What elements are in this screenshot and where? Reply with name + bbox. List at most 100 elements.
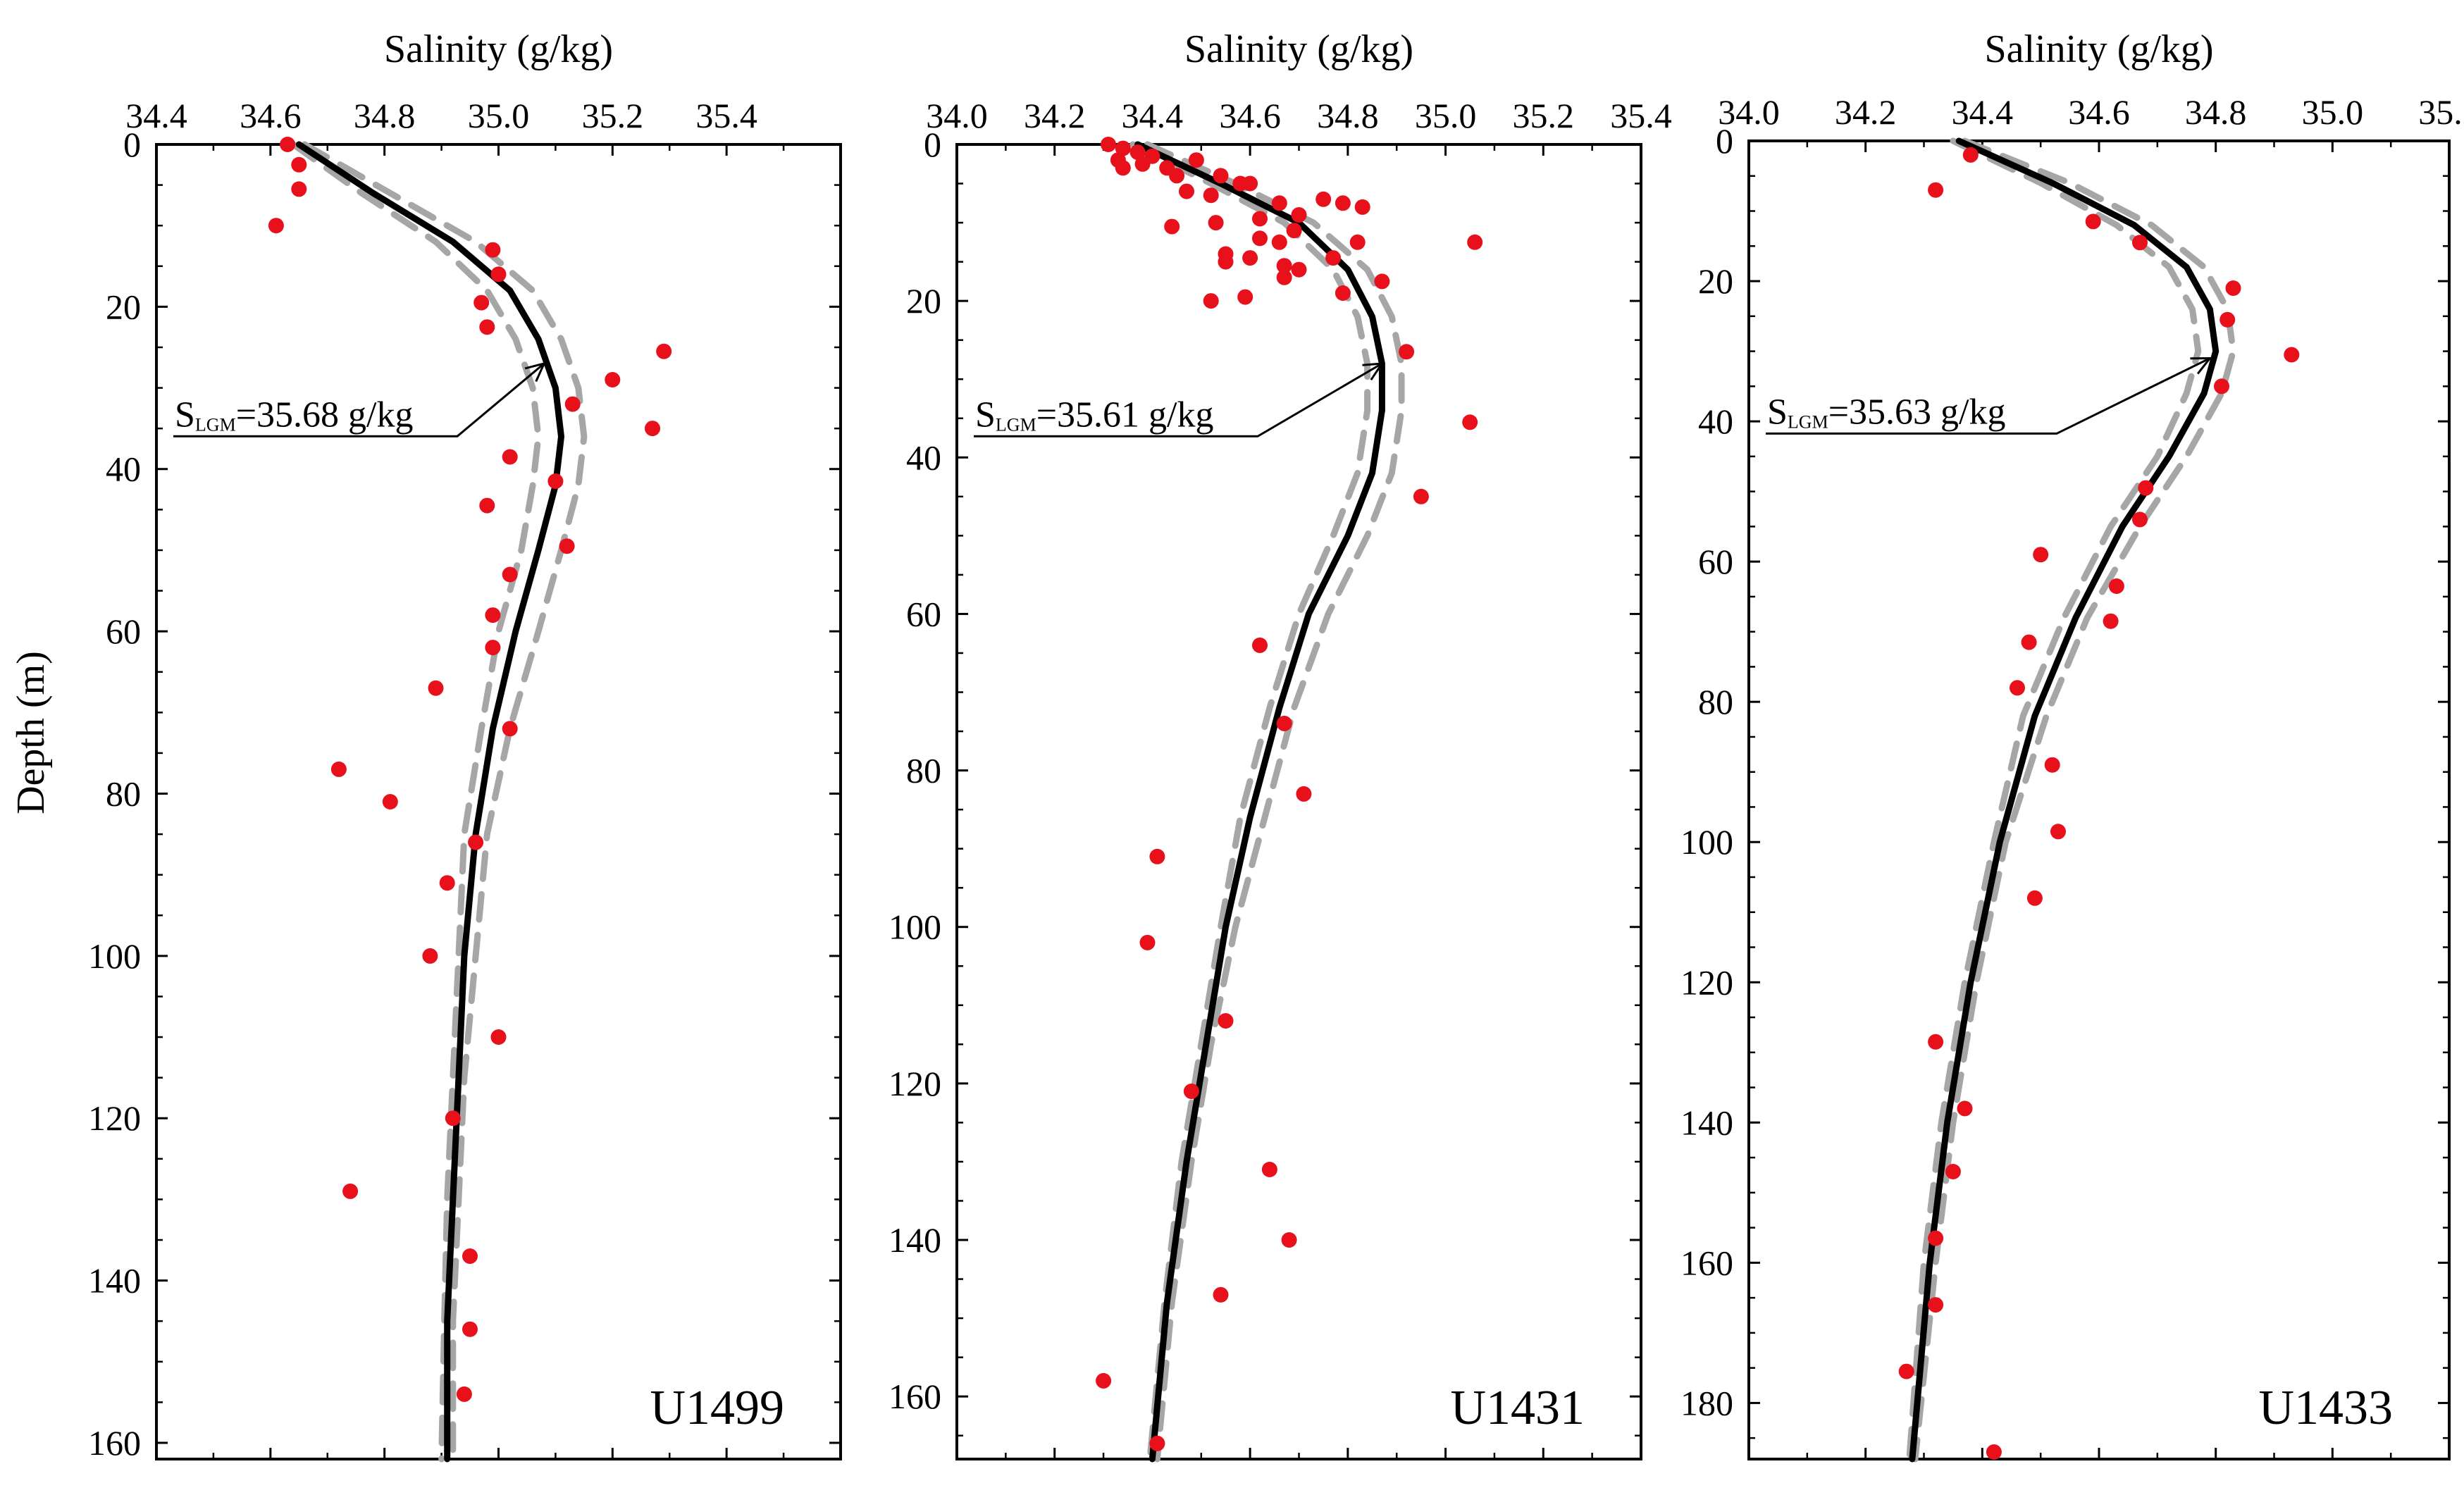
slgm-value: =35.68 g/kg bbox=[236, 395, 414, 435]
x-tick-label: 35.4 bbox=[695, 96, 757, 135]
data-point bbox=[1354, 199, 1370, 215]
data-point bbox=[2044, 757, 2060, 773]
data-point bbox=[1928, 182, 1944, 198]
y-tick-label: 100 bbox=[1680, 822, 1733, 862]
y-tick-label: 80 bbox=[1698, 682, 1733, 721]
slgm-value: =35.61 g/kg bbox=[1036, 395, 1214, 435]
data-point bbox=[1413, 488, 1429, 504]
data-point bbox=[490, 1029, 507, 1045]
data-point bbox=[2010, 680, 2025, 696]
data-point bbox=[2085, 213, 2101, 230]
data-point bbox=[1213, 168, 1229, 184]
x-tick-label: 35.0 bbox=[2302, 92, 2364, 132]
data-point bbox=[485, 607, 501, 624]
data-point bbox=[1928, 1230, 1944, 1246]
y-tick-label: 20 bbox=[106, 287, 141, 326]
data-point bbox=[1203, 293, 1219, 309]
data-point bbox=[1349, 234, 1366, 250]
x-tick-label: 35.2 bbox=[2418, 92, 2464, 132]
data-point bbox=[473, 294, 490, 311]
data-point bbox=[1115, 160, 1131, 176]
annotation-arrow-head bbox=[1362, 362, 1385, 381]
data-point bbox=[1169, 168, 1185, 184]
data-point bbox=[547, 473, 564, 489]
x-tick-label: 34.4 bbox=[1952, 92, 2014, 132]
data-point bbox=[1281, 1232, 1297, 1248]
data-point bbox=[1276, 715, 1292, 731]
data-point bbox=[268, 218, 284, 234]
data-point bbox=[1149, 1435, 1165, 1451]
x-tick-label: 34.6 bbox=[1219, 96, 1281, 135]
slgm-prefix: S bbox=[1767, 392, 1788, 432]
panel-title: Salinity (g/kg) bbox=[384, 27, 613, 71]
y-tick-label: 100 bbox=[889, 907, 941, 947]
data-point bbox=[1325, 250, 1342, 266]
data-point bbox=[1962, 147, 1979, 163]
y-tick-label: 140 bbox=[1680, 1103, 1733, 1142]
data-point bbox=[1462, 414, 1478, 430]
data-point bbox=[1164, 218, 1180, 235]
data-point bbox=[1945, 1164, 1961, 1179]
y-tick-label: 60 bbox=[1698, 542, 1733, 581]
data-point bbox=[468, 834, 484, 850]
data-point bbox=[1179, 183, 1194, 199]
y-tick-label: 20 bbox=[1698, 261, 1733, 301]
annotation-arrow-head bbox=[524, 361, 546, 383]
data-point bbox=[2132, 235, 2148, 251]
plot-frame bbox=[955, 143, 1642, 1460]
x-tick-label: 34.2 bbox=[1835, 92, 1897, 132]
data-point bbox=[2284, 347, 2300, 363]
data-point bbox=[462, 1248, 478, 1264]
plot-frame bbox=[155, 143, 842, 1460]
x-tick-label: 35.2 bbox=[1513, 96, 1575, 135]
data-point bbox=[1276, 258, 1292, 274]
data-point bbox=[502, 449, 518, 465]
data-point bbox=[1261, 1162, 1277, 1177]
x-tick-label: 34.0 bbox=[1718, 92, 1780, 132]
data-point bbox=[1218, 1013, 1234, 1029]
panel-u1433: 34.0 34.2 34.4 34.6 34.8 35.0 35.2 0 20 40 60 80 100… bbox=[1680, 27, 2464, 1463]
y-tick-label: 40 bbox=[906, 438, 941, 477]
y-tick-label: 120 bbox=[1680, 962, 1733, 1002]
y-tick-label: 20 bbox=[906, 281, 941, 321]
y-tick-label: 80 bbox=[906, 751, 941, 790]
bound-curve-bound-upper bbox=[1912, 137, 2236, 1463]
data-point bbox=[656, 343, 672, 359]
data-point bbox=[1291, 207, 1307, 223]
annotation-leader-line bbox=[1766, 357, 2211, 435]
data-point bbox=[479, 319, 495, 335]
data-point bbox=[462, 1321, 478, 1337]
slgm-subscript: LGM bbox=[1788, 411, 1828, 432]
data-point bbox=[1208, 215, 1224, 231]
data-point bbox=[422, 948, 438, 964]
slgm-prefix: S bbox=[175, 395, 195, 435]
data-point bbox=[1149, 848, 1165, 864]
data-point bbox=[1252, 230, 1268, 247]
y-tick-label: 100 bbox=[88, 936, 141, 976]
data-point bbox=[1898, 1363, 1914, 1379]
slgm-subscript: LGM bbox=[996, 414, 1036, 435]
slgm-subscript: LGM bbox=[195, 414, 236, 435]
data-point bbox=[2103, 613, 2119, 629]
data-point bbox=[1139, 934, 1156, 950]
data-point bbox=[1237, 289, 1253, 305]
data-point bbox=[1218, 254, 1234, 270]
data-point bbox=[291, 156, 307, 173]
data-point bbox=[1957, 1100, 1973, 1117]
data-point bbox=[485, 640, 501, 656]
data-point bbox=[1315, 191, 1332, 207]
data-point bbox=[1129, 144, 1146, 161]
data-point bbox=[330, 761, 347, 777]
data-point bbox=[1203, 187, 1219, 204]
data-point bbox=[490, 266, 507, 283]
data-point bbox=[342, 1183, 359, 1199]
data-point bbox=[2050, 824, 2066, 840]
data-point bbox=[1188, 152, 1204, 168]
data-point bbox=[2220, 311, 2236, 328]
data-point bbox=[280, 137, 296, 152]
y-tick-label: 60 bbox=[906, 594, 941, 633]
y-tick-label: 160 bbox=[1680, 1243, 1733, 1282]
data-point bbox=[502, 721, 518, 737]
y-tick-label: 160 bbox=[889, 1377, 941, 1416]
